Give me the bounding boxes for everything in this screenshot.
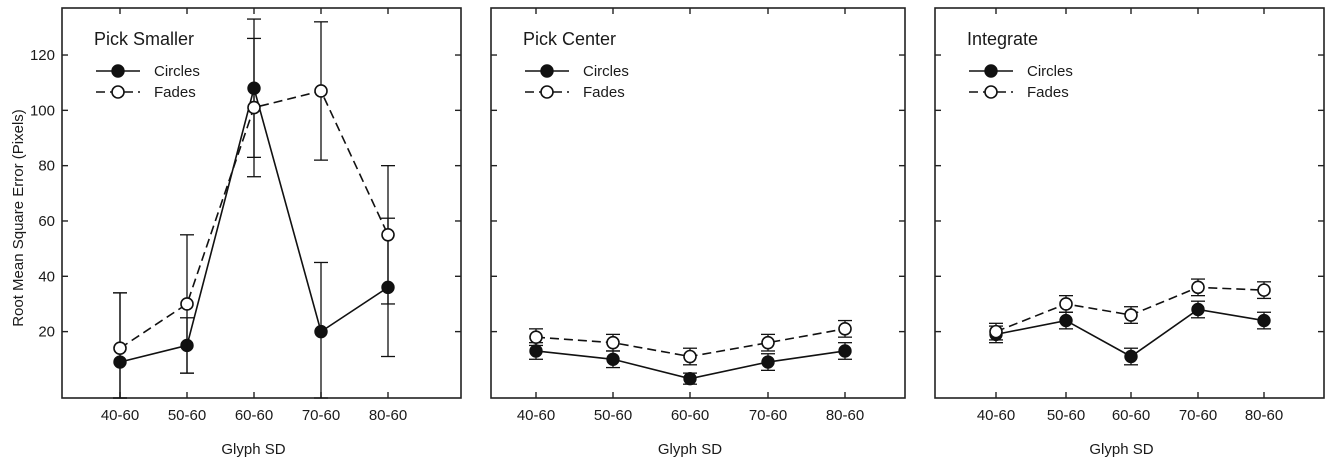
x-tick-label: 60-60 (671, 407, 709, 424)
y-tick-label: 100 (30, 102, 55, 119)
data-point (606, 352, 620, 366)
data-point (761, 335, 775, 350)
data-point (761, 355, 775, 369)
legend-marker (540, 64, 554, 78)
legend-label: Fades (1027, 84, 1069, 101)
panel-pick-center: 40-60 50-60 60-60 70-60 80-60 Glyph SD Pick Ce… (490, 7, 906, 458)
legend-label: Circles (1027, 63, 1073, 80)
legend-marker (111, 64, 125, 78)
series-fades (529, 319, 852, 366)
x-tick-label: 50-60 (168, 407, 206, 424)
data-point (314, 324, 328, 339)
legend-marker (984, 85, 998, 99)
legend-entry-circles: Circles (96, 63, 200, 80)
y-tick-label: 80 (38, 158, 55, 175)
data-point (989, 324, 1003, 339)
plot-frame (490, 7, 906, 399)
x-tick-label: 80-60 (1245, 407, 1283, 424)
data-point (180, 297, 194, 311)
legend-entry-circles: Circles (969, 63, 1073, 80)
legend-marker (984, 64, 998, 78)
data-point (1191, 280, 1205, 295)
data-point (1191, 302, 1205, 317)
legend-marker (540, 85, 554, 99)
data-point (683, 371, 697, 386)
x-axis-label: Glyph SD (221, 441, 285, 458)
y-tick-label: 120 (30, 47, 55, 64)
legend-marker (111, 85, 125, 99)
y-tick-label: 20 (38, 324, 55, 341)
y-tick-label: 40 (38, 268, 55, 285)
x-axis-label: Glyph SD (658, 441, 722, 458)
legend-entry-fades: Fades (525, 84, 625, 101)
data-point (113, 341, 127, 356)
panel-title: Pick Center (523, 29, 616, 49)
data-point (247, 100, 261, 115)
plot-frame (61, 7, 462, 399)
panel-title: Integrate (967, 29, 1038, 49)
data-point (314, 84, 328, 98)
plot-frame (934, 7, 1325, 399)
legend-entry-fades: Fades (969, 84, 1069, 101)
x-axis-label: Glyph SD (1089, 441, 1153, 458)
x-tick-label: 60-60 (1112, 407, 1150, 424)
x-tick-label: 70-60 (302, 407, 340, 424)
panel-title: Pick Smaller (94, 29, 194, 49)
x-tick-label: 60-60 (235, 407, 273, 424)
x-tick-label: 50-60 (594, 407, 632, 424)
x-tick-label: 40-60 (977, 407, 1015, 424)
legend-label: Fades (583, 84, 625, 101)
x-tick-label: 70-60 (749, 407, 787, 424)
data-point (1257, 313, 1271, 328)
series-circles (529, 342, 852, 386)
series-fades (113, 21, 395, 399)
y-axis-label: Root Mean Square Error (Pixels) (10, 109, 27, 327)
legend-entry-fades: Fades (96, 84, 196, 101)
x-tick-label: 70-60 (1179, 407, 1217, 424)
x-tick-label: 50-60 (1047, 407, 1085, 424)
data-point (1059, 313, 1073, 328)
x-tick-label: 80-60 (369, 407, 407, 424)
data-point (1059, 297, 1073, 311)
data-point (838, 322, 852, 336)
data-point (606, 335, 620, 350)
x-tick-label: 40-60 (517, 407, 555, 424)
panel-pick-smaller: 20 40 60 80 100 120 40-60 50-60 60-60 70-60 80-60 G… (30, 7, 462, 458)
panel-integrate: 40-60 50-60 60-60 70-60 80-60 Glyph SD Integra… (934, 7, 1325, 458)
data-point (1257, 283, 1271, 297)
x-tick-label: 40-60 (101, 407, 139, 424)
legend-label: Circles (154, 63, 200, 80)
y-tick-label: 60 (38, 213, 55, 230)
data-point (529, 330, 543, 344)
legend-label: Fades (154, 84, 196, 101)
data-point (1124, 308, 1138, 322)
data-point (838, 344, 852, 358)
x-tick-label: 80-60 (826, 407, 864, 424)
data-point (1124, 349, 1138, 364)
legend-label: Circles (583, 63, 629, 80)
series-fades (989, 278, 1271, 341)
legend-entry-circles: Circles (525, 63, 629, 80)
data-point (381, 228, 395, 242)
data-point (529, 344, 543, 358)
data-point (683, 349, 697, 364)
